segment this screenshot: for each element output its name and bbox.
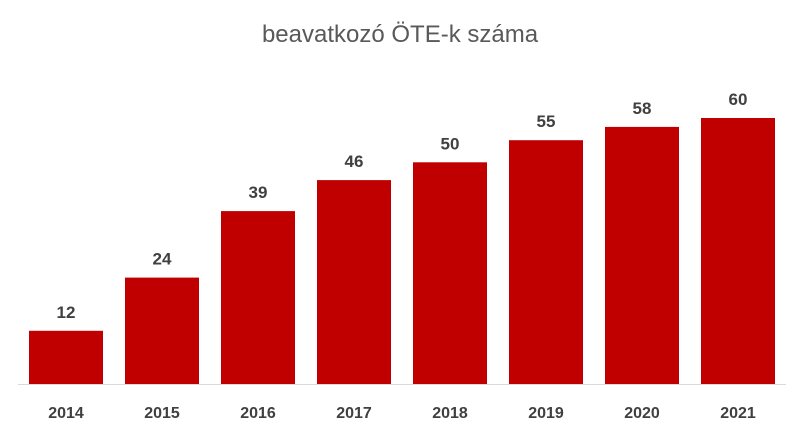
x-tick-2019: 2019	[528, 405, 564, 422]
x-tick-2015: 2015	[144, 405, 180, 422]
bar-2016	[221, 211, 295, 384]
bar-2015	[125, 277, 199, 384]
x-tick-labels: 2014 2015 2016 2017 2018 2019 2020 2021	[48, 405, 756, 422]
bars-group: 12 24 39 46 50 55 58 60	[29, 90, 775, 385]
bar-2017	[317, 180, 391, 384]
data-label-2017: 46	[345, 152, 364, 171]
data-label-2015: 24	[153, 250, 172, 269]
data-label-2016: 39	[249, 183, 268, 202]
bar-2018	[413, 162, 487, 384]
bar-2019	[509, 140, 583, 384]
data-label-2021: 60	[729, 90, 748, 109]
bar-2020	[605, 126, 679, 385]
data-label-2019: 55	[537, 112, 556, 131]
bar-2021	[701, 118, 775, 384]
data-label-2014: 12	[57, 303, 76, 322]
x-tick-2020: 2020	[624, 405, 660, 422]
x-tick-2018: 2018	[432, 405, 468, 422]
x-tick-2016: 2016	[240, 405, 276, 422]
x-tick-2014: 2014	[48, 405, 84, 422]
data-label-2018: 50	[441, 134, 460, 153]
x-tick-2017: 2017	[336, 405, 372, 422]
bar-2014	[29, 330, 103, 384]
chart-title: beavatkozó ÖTE-k száma	[262, 21, 539, 48]
data-label-2020: 58	[633, 99, 652, 118]
x-tick-2021: 2021	[720, 405, 756, 422]
